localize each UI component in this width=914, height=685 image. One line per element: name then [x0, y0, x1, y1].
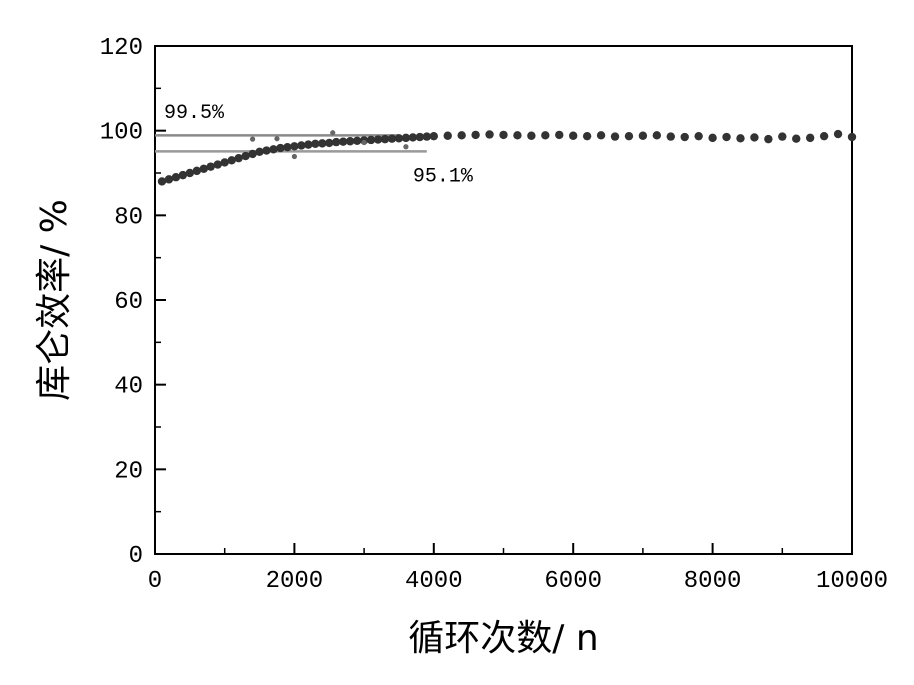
- data-point: [653, 131, 661, 139]
- data-point: [625, 132, 633, 140]
- annotation-1: 95.1%: [413, 165, 474, 188]
- data-point: [848, 133, 856, 141]
- data-point: [834, 130, 842, 138]
- y-tick-label: 20: [114, 458, 143, 485]
- data-point: [736, 134, 744, 142]
- data-point: [430, 132, 438, 140]
- data-point: [457, 131, 465, 139]
- plot-frame: [155, 46, 852, 554]
- y-axis-label: 库仑效率/ %: [34, 199, 75, 401]
- y-tick-label: 120: [100, 35, 143, 62]
- data-point: [820, 132, 828, 140]
- data-point: [583, 132, 591, 140]
- data-point: [708, 134, 716, 142]
- data-marks: [155, 130, 856, 186]
- data-point: [722, 133, 730, 141]
- data-point: [667, 132, 675, 140]
- data-point: [750, 133, 758, 141]
- data-point: [597, 131, 605, 139]
- data-point: [330, 130, 335, 135]
- data-point: [292, 154, 297, 159]
- data-point: [527, 132, 535, 140]
- data-point: [513, 131, 521, 139]
- y-tick-label: 80: [114, 204, 143, 231]
- x-tick-label: 2000: [266, 568, 324, 595]
- data-point: [269, 145, 277, 153]
- axes: [155, 46, 852, 554]
- x-tick-label: 0: [148, 568, 162, 595]
- annotation-0: 99.5%: [164, 102, 225, 125]
- y-tick-label: 40: [114, 374, 143, 401]
- data-point: [255, 148, 263, 156]
- data-point: [471, 131, 479, 139]
- data-point: [639, 132, 647, 140]
- data-point: [262, 146, 270, 154]
- data-point: [569, 132, 577, 140]
- data-point: [250, 137, 255, 142]
- data-point: [764, 135, 772, 143]
- data-point: [792, 135, 800, 143]
- axis-labels: 0 2000 4000 6000 8000 10000 0 20 40 60 80 100 120 99.…: [34, 35, 888, 659]
- y-tick-label: 0: [129, 543, 143, 570]
- data-point: [694, 132, 702, 140]
- data-point: [555, 131, 563, 139]
- x-tick-label: 8000: [684, 568, 742, 595]
- x-tick-label: 6000: [544, 568, 602, 595]
- data-point: [444, 132, 452, 140]
- y-tick-label: 100: [100, 120, 143, 147]
- x-axis-label: 循环次数/ n: [408, 618, 598, 659]
- data-point: [806, 134, 814, 142]
- data-point: [541, 131, 549, 139]
- data-point: [499, 131, 507, 139]
- data-point: [485, 130, 493, 138]
- y-tick-label: 60: [114, 289, 143, 316]
- series-0: [158, 130, 856, 186]
- data-point: [403, 144, 408, 149]
- data-point: [681, 133, 689, 141]
- x-tick-label: 4000: [405, 568, 463, 595]
- x-tick-label: 10000: [816, 568, 888, 595]
- data-point: [778, 132, 786, 140]
- data-point: [611, 132, 619, 140]
- data-point: [274, 136, 279, 141]
- data-point: [362, 140, 367, 145]
